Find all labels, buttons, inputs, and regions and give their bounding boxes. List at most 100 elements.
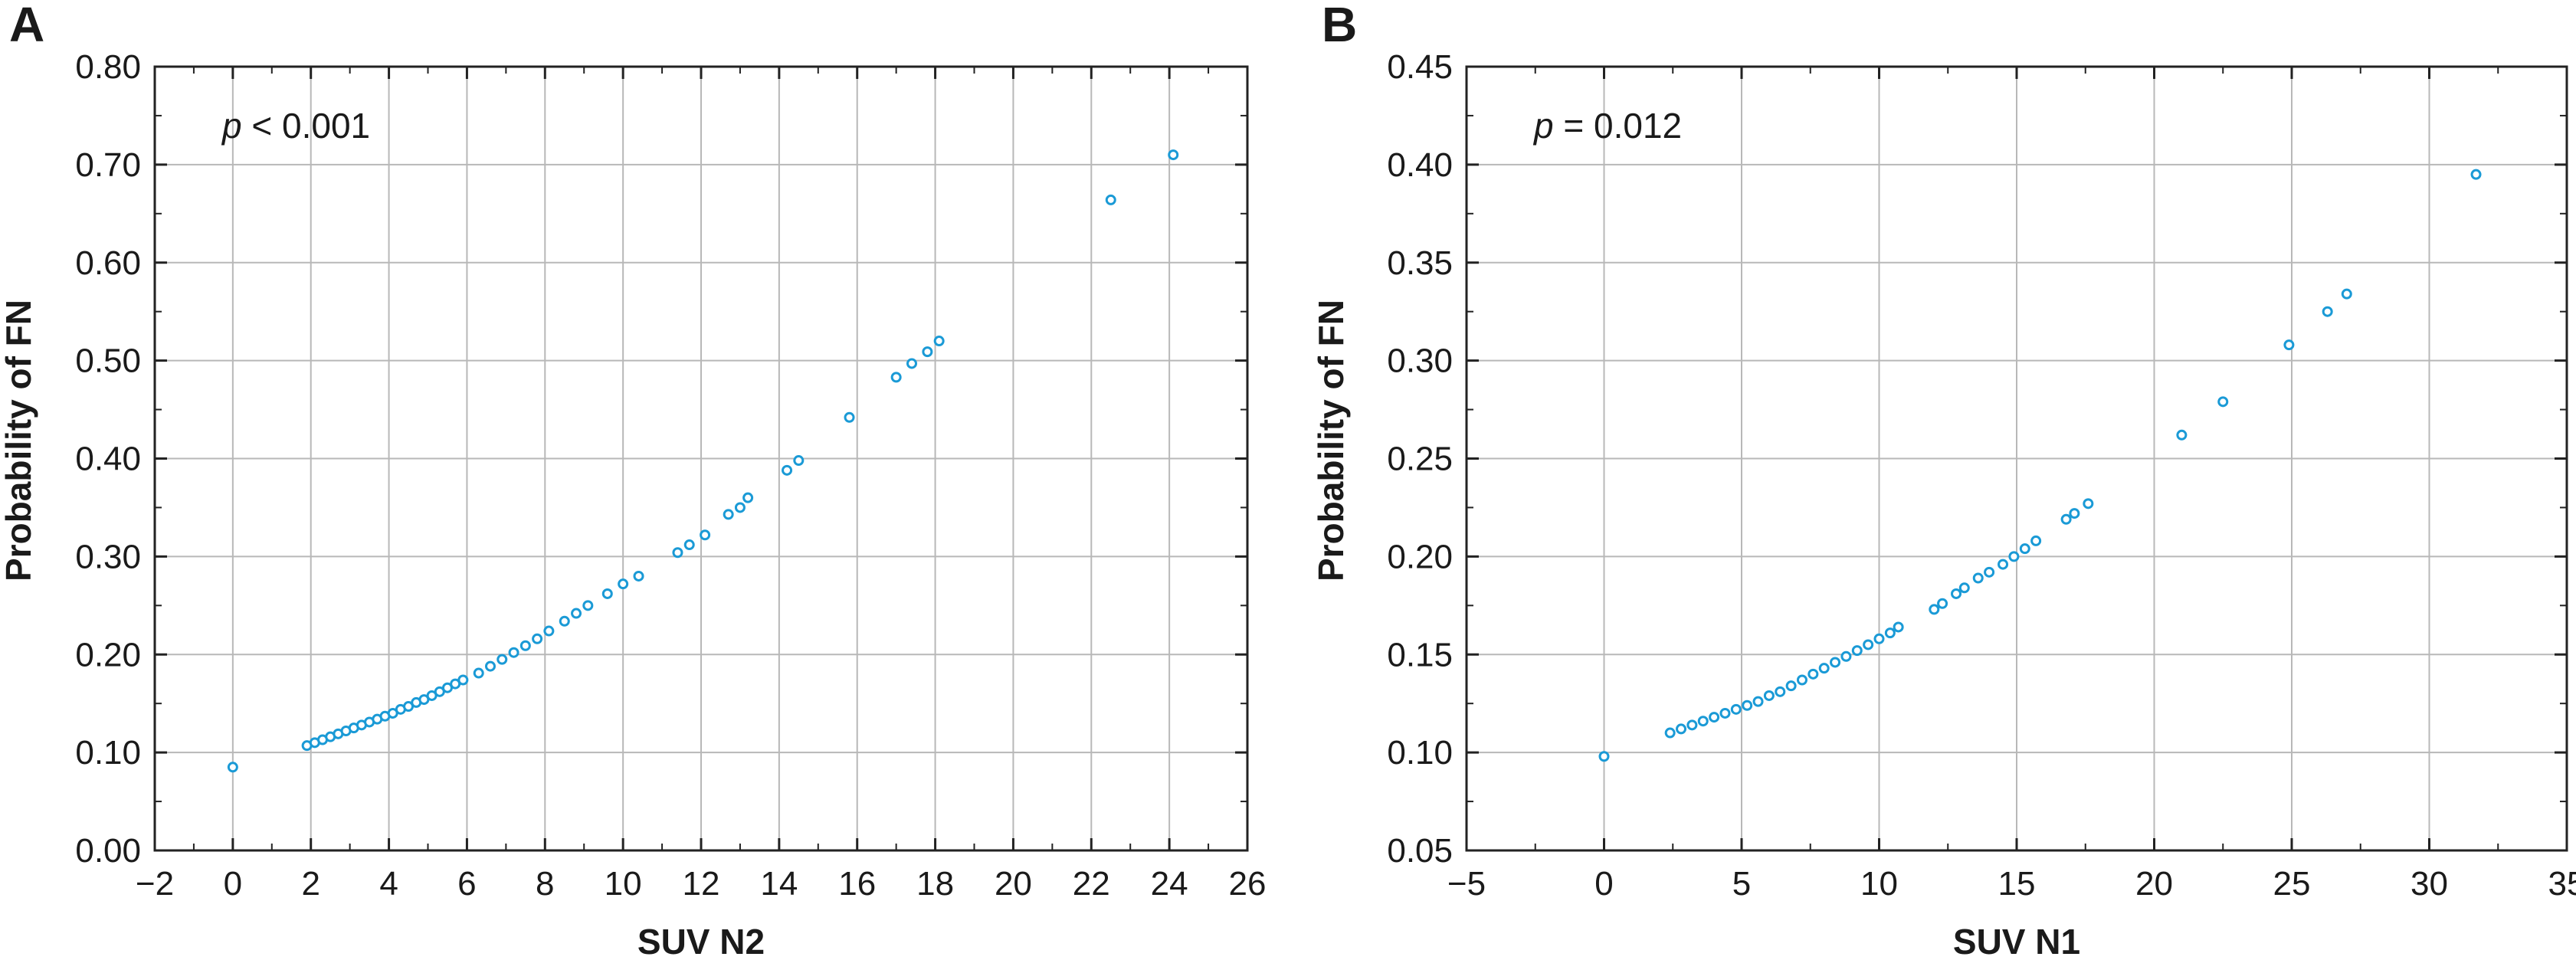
data-point-b [2030,535,2042,546]
data-point-a [601,588,613,599]
data-point-b [1730,703,1742,715]
data-point-b [2322,306,2333,317]
data-point-a [793,455,805,467]
y-tick-label-b: 0.10 [1387,734,1453,772]
p-symbol-b: p [1532,106,1554,146]
data-point-a [497,654,508,665]
data-point-a [532,633,543,644]
data-point-b [1851,645,1863,657]
data-point-b [1775,686,1786,697]
data-point-b [2470,169,2482,180]
data-point-b [1686,719,1698,731]
data-point-a [683,539,695,551]
data-point-a [672,547,683,559]
y-tick-label-b: 0.35 [1387,244,1453,282]
grid-a [154,66,1248,851]
data-point-a [484,660,496,672]
x-tick-label-b: 0 [1594,865,1613,903]
data-point-b [2008,551,2020,562]
y-tick-label-a: 0.80 [75,48,141,86]
data-point-a [457,674,469,686]
ticks-a: −2 0 2 4 6 8 10 12 14 16 18 20 22 24 260.000.100.200.3… [75,48,1266,903]
data-point-b [2283,339,2295,351]
x-tick-label-b: 20 [2135,865,2173,903]
data-point-b [2060,513,2072,525]
p-value-text-b: = 0.012 [1554,106,1683,146]
data-point-a [543,625,555,637]
data-point-b [1664,727,1676,739]
data-point-b [2069,508,2080,519]
data-point-a [734,502,746,513]
data-point-b [2083,498,2094,509]
x-tick-label-a: 14 [760,865,798,903]
x-tick-label-b: 15 [1998,865,2036,903]
y-tick-label-a: 0.70 [75,146,141,184]
data-point-b [2217,396,2229,408]
data-point-b [2019,543,2030,555]
y-tick-label-b: 0.40 [1387,146,1453,184]
data-points-a [227,149,1179,773]
data-point-a [633,570,644,582]
y-tick-label-b: 0.25 [1387,441,1453,478]
x-tick-label-a: 26 [1229,865,1267,903]
data-point-b [1709,712,1720,723]
x-tick-label-a: −2 [136,865,174,903]
x-tick-label-a: 22 [1073,865,1110,903]
x-tick-label-a: 16 [838,865,876,903]
y-axis-title-b: Probability of FN [1311,300,1351,582]
data-point-a [700,529,711,541]
data-point-a [906,358,918,369]
x-tick-label-a: 0 [224,865,242,903]
data-point-b [2341,288,2352,300]
panel-letter-b: B [1322,0,1357,52]
data-point-a [508,647,519,658]
data-point-b [1719,707,1731,719]
x-tick-label-a: 20 [995,865,1032,903]
data-point-a [618,578,629,590]
x-tick-label-a: 18 [916,865,954,903]
data-point-b [1863,639,1874,650]
p-symbol-a: p [221,106,242,146]
y-tick-label-a: 0.30 [75,538,141,575]
data-point-a [473,667,484,679]
data-point-a [742,492,754,503]
y-tick-label-a: 0.40 [75,441,141,478]
x-axis-title-b: SUV N1 [1953,922,2080,960]
p-value-annotation-b: p = 0.012 [1532,106,1682,146]
data-point-b [1697,716,1709,727]
y-tick-label-b: 0.30 [1387,342,1453,380]
data-point-a [922,346,933,358]
data-point-b [1785,680,1797,692]
data-point-b [1818,663,1830,674]
y-tick-label-a: 0.10 [75,734,141,772]
data-point-a [1105,194,1116,205]
data-point-a [559,615,570,627]
data-point-b [1929,604,1940,615]
data-point-a [890,372,902,383]
data-point-b [1840,650,1852,662]
data-points-b [1598,169,2482,762]
y-tick-label-b: 0.15 [1387,636,1453,673]
panel-a: A −2 0 2 4 6 8 10 12 14 16 18 20 22 24 260.000.100.200… [0,0,1266,960]
data-point-b [1958,582,1970,594]
x-tick-label-b: −5 [1447,865,1486,903]
y-tick-label-a: 0.60 [75,244,141,282]
x-tick-label-a: 4 [379,865,398,903]
data-point-b [1972,572,1984,584]
data-point-a [571,608,582,619]
grid-b [1466,66,2568,851]
x-axis-title-a: SUV N2 [637,922,765,960]
data-point-b [1998,559,2009,570]
panel-b: B −5 0 5 10 15 20 25 30 35 0.05 0.10 0.15 0.20 0.25 0.… [1311,0,2576,960]
data-point-b [2176,429,2188,441]
x-tick-label-a: 2 [301,865,320,903]
panel-letter-a: A [9,0,44,52]
data-point-a [519,640,531,651]
x-tick-label-b: 30 [2410,865,2448,903]
data-point-b [1763,690,1775,701]
y-tick-label-b: 0.05 [1387,832,1453,870]
data-point-b [1873,633,1885,644]
x-tick-label-b: 25 [2273,865,2311,903]
data-point-b [1884,627,1896,639]
